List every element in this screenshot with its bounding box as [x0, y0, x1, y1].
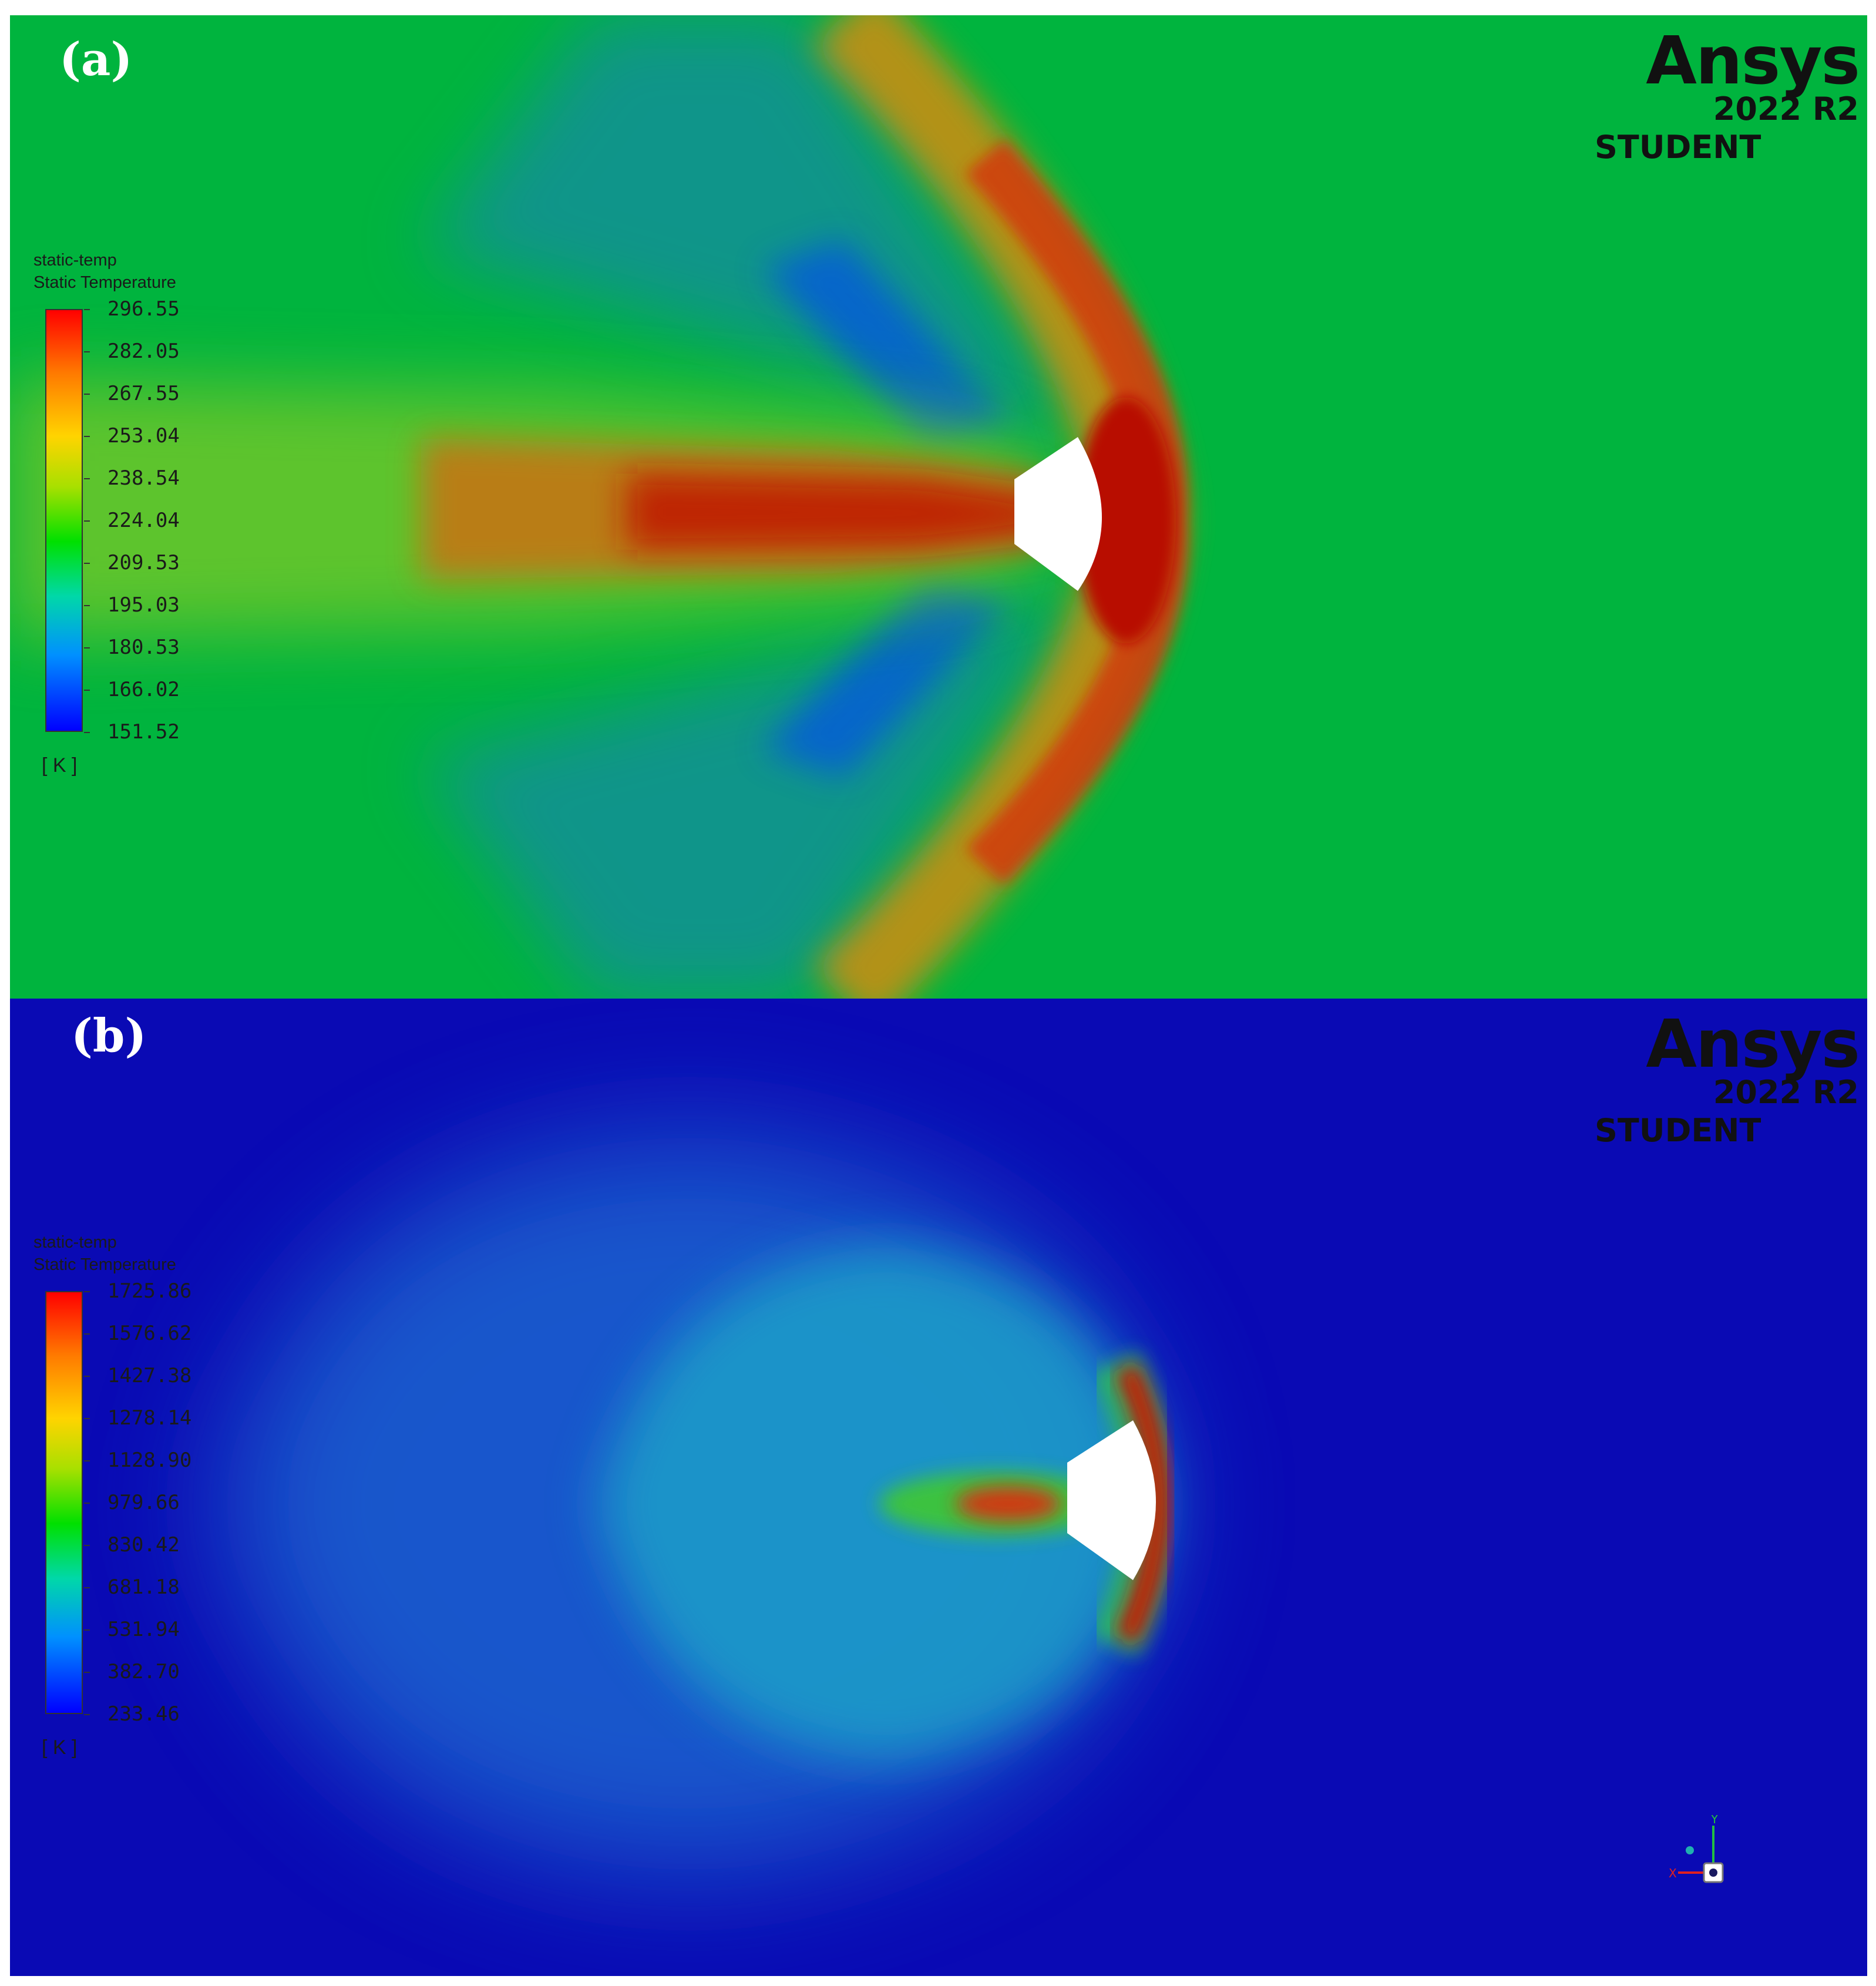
legend-tick: 224.04: [84, 509, 180, 532]
legend-tick: 166.02: [84, 678, 180, 701]
colorbar-legend[interactable]: static-temp Static Temperature 1725.86 1…: [33, 1231, 245, 1759]
legend-unit: [ K ]: [42, 754, 78, 777]
logo-version: 2022 R2: [1713, 90, 1859, 127]
legend-tick: 180.53: [84, 636, 180, 659]
colorbar-legend[interactable]: static-temp Static Temperature 296.55 28…: [33, 249, 245, 777]
legend-tick: 382.70: [84, 1660, 180, 1683]
legend-title-line1: static-temp: [33, 1233, 117, 1252]
legend-title-line1: static-temp: [33, 251, 117, 270]
legend-title-line2: Static Temperature: [33, 273, 176, 292]
legend-tick: 282.05: [84, 340, 180, 363]
legend-tick: 531.94: [84, 1618, 180, 1641]
logo-edition: STUDENT: [1595, 129, 1761, 166]
legend-tick: 979.66: [84, 1491, 180, 1514]
legend-tick: 253.04: [84, 424, 180, 448]
logo-brand: Ansys: [1646, 23, 1860, 99]
colorbar: [45, 309, 83, 732]
axis-y-label: Y: [1710, 1815, 1719, 1826]
legend-tick: 1128.90: [83, 1449, 192, 1472]
legend-tick: 1576.62: [83, 1322, 192, 1345]
ansys-logo: Ansys 2022 R2 STUDENT: [1589, 23, 1860, 168]
capsule-body-a: [1014, 437, 1102, 591]
temperature-contour-b: [10, 999, 1867, 1976]
legend-tick: 1427.38: [83, 1364, 192, 1387]
panel-b-viewport[interactable]: (b) Ansys 2022 R2 STUDENT static-temp St…: [10, 999, 1867, 1976]
temperature-contour-a: [10, 15, 1867, 999]
legend-tick: 195.03: [84, 593, 180, 617]
capsule-body-b: [1067, 1420, 1156, 1580]
legend-tick: 209.53: [84, 551, 180, 574]
axis-triad-icon[interactable]: Y X: [1667, 1815, 1750, 1903]
legend-unit: [ K ]: [42, 1736, 78, 1759]
logo-edition: STUDENT: [1595, 1112, 1761, 1149]
panel-label: (b): [71, 1009, 147, 1063]
legend-tick: 1725.86: [83, 1279, 192, 1303]
colorbar: [45, 1291, 83, 1714]
panel-a-viewport[interactable]: (a) Ansys 2022 R2 STUDENT static-temp St…: [10, 15, 1867, 999]
legend-tick: 1278.14: [83, 1406, 192, 1430]
legend-tick: 681.18: [84, 1575, 180, 1599]
legend-tick: 238.54: [84, 466, 180, 490]
ansys-logo: Ansys 2022 R2 STUDENT: [1589, 1006, 1860, 1151]
legend-tick: 830.42: [84, 1533, 180, 1557]
axis-x-label: X: [1669, 1866, 1677, 1880]
panel-label: (a): [59, 33, 133, 86]
legend-tick: 233.46: [84, 1702, 180, 1726]
logo-version: 2022 R2: [1713, 1074, 1859, 1111]
legend-tick: 296.55: [84, 297, 180, 321]
legend-tick: 267.55: [84, 382, 180, 405]
logo-brand: Ansys: [1646, 1006, 1860, 1083]
legend-title-line2: Static Temperature: [33, 1255, 176, 1274]
legend-tick: 151.52: [84, 720, 180, 744]
